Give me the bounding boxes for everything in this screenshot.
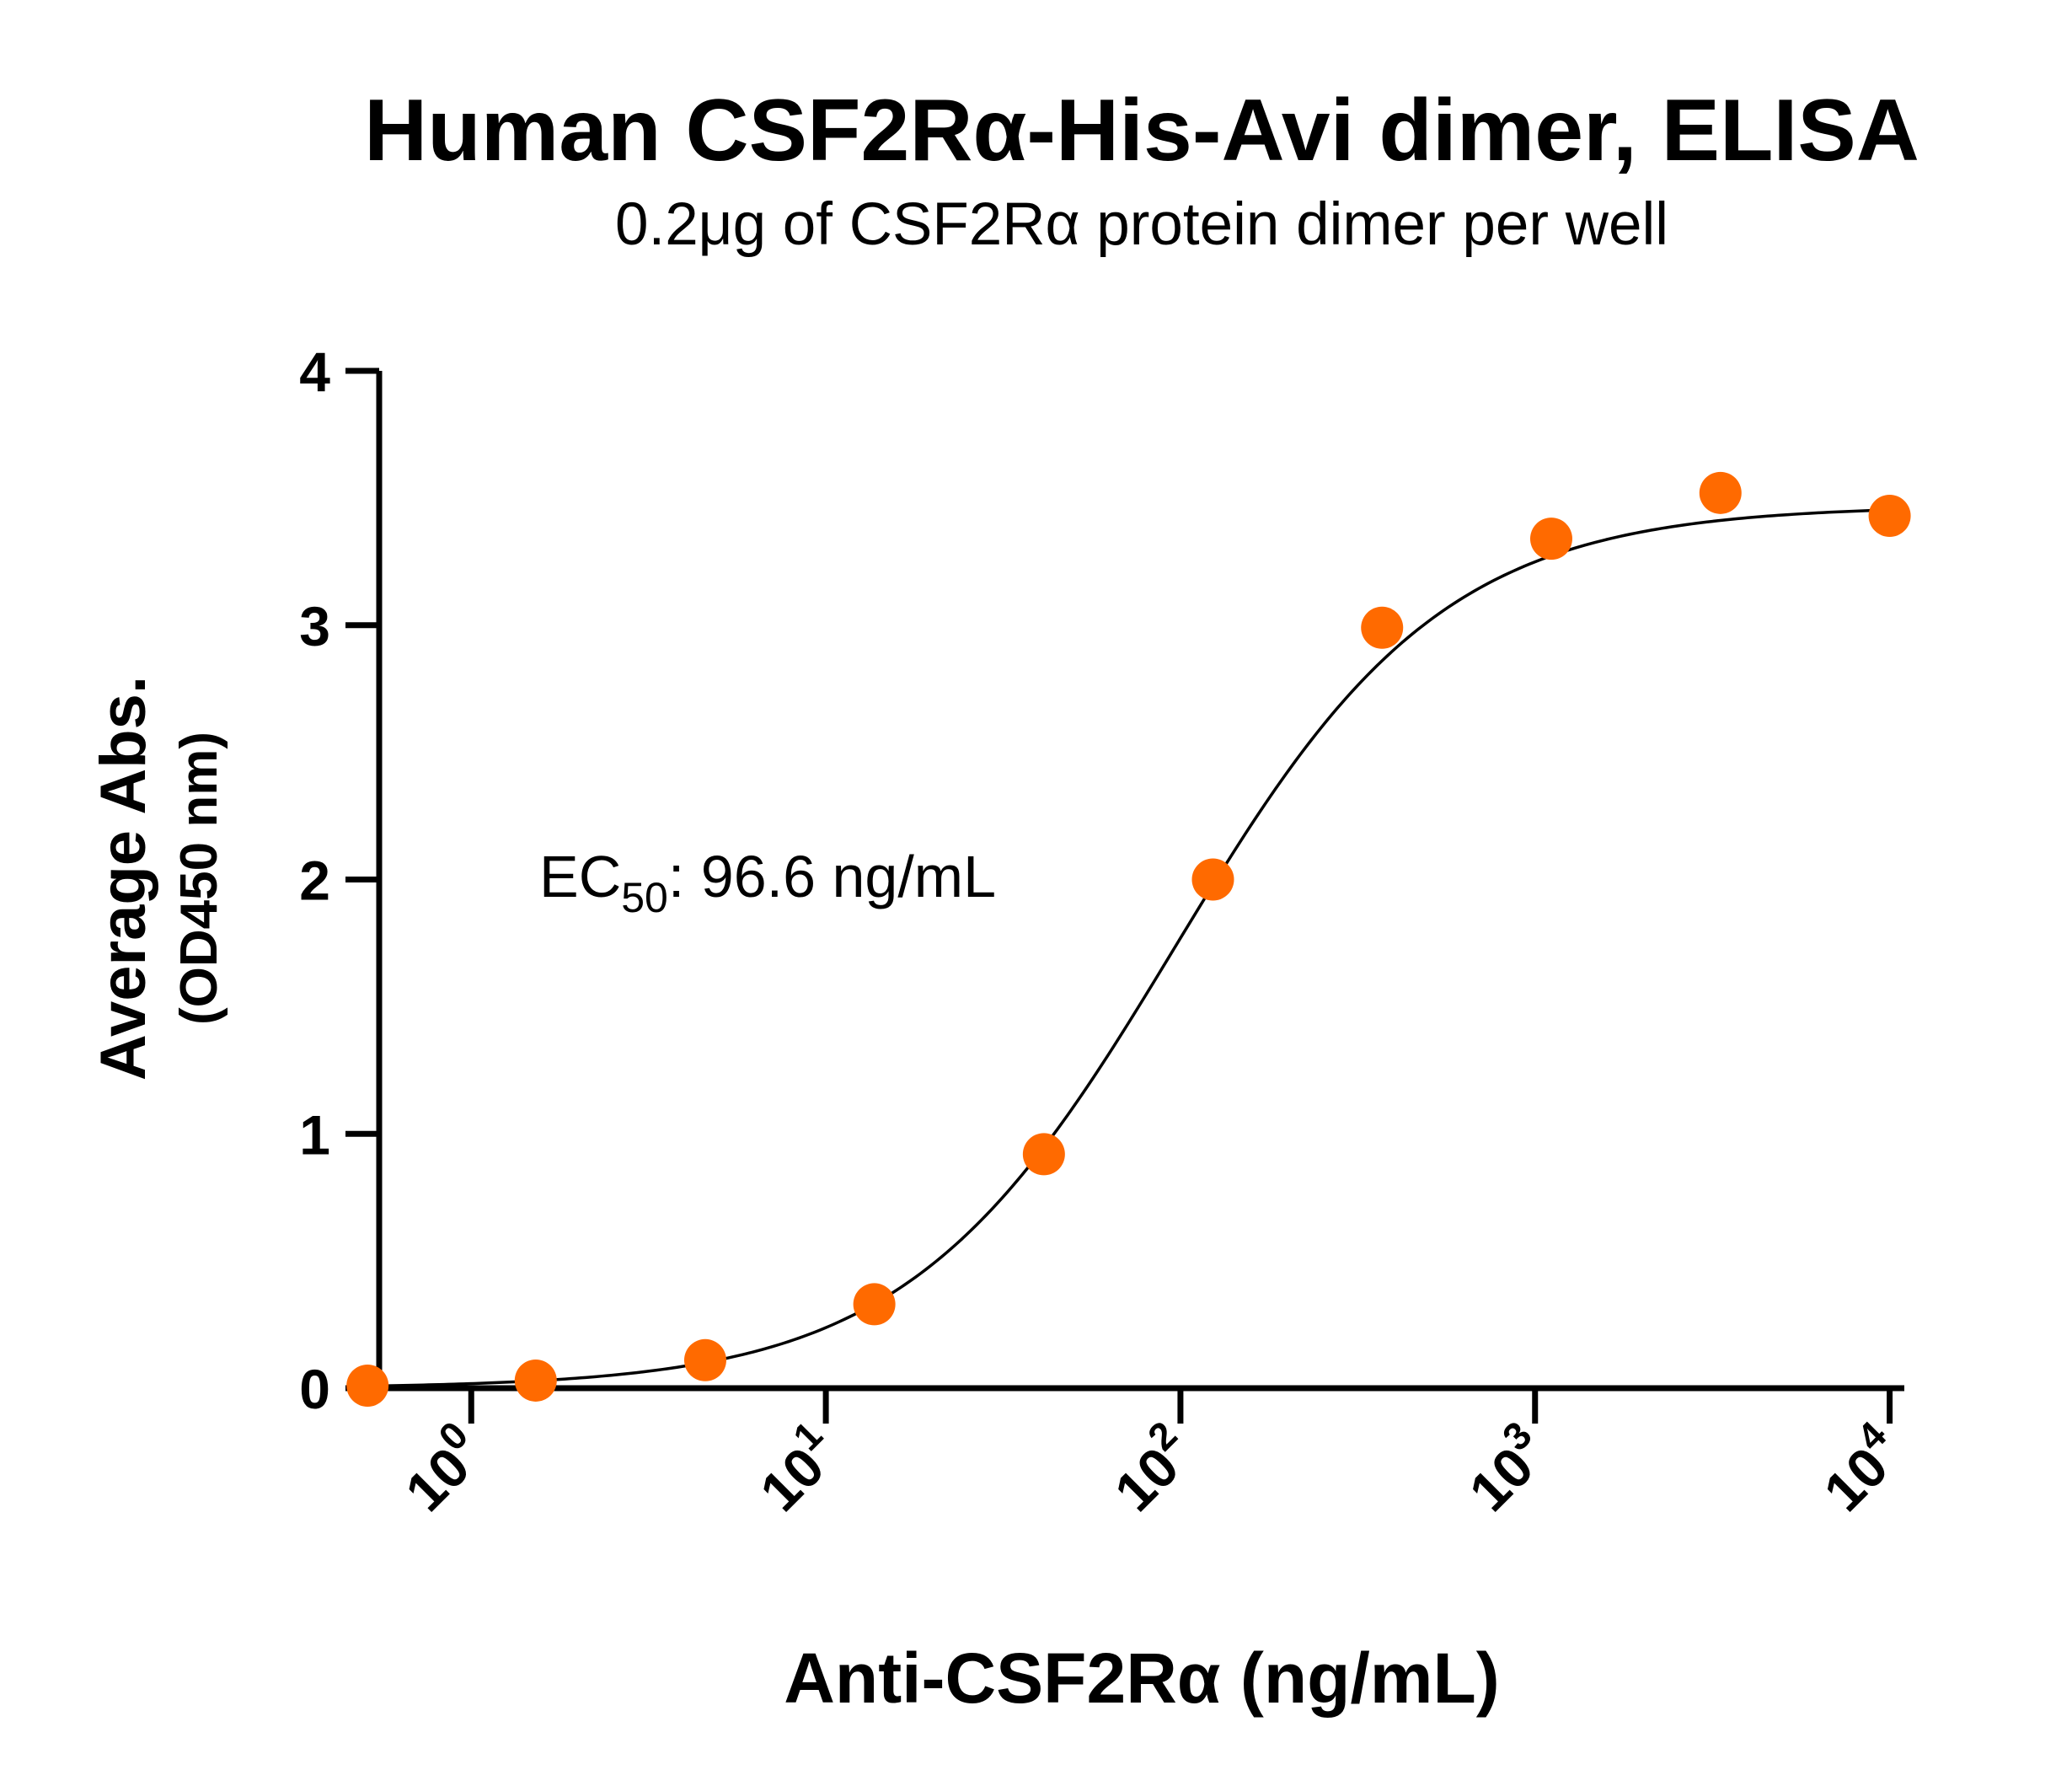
chart-subtitle: 0.2μg of CSF2Rα protein dimer per well [615,191,1668,258]
x-tick-label: 100 [386,1413,496,1523]
data-point [1868,494,1911,537]
y-tick-label: 2 [299,850,330,912]
svg-text:100: 100 [386,1413,496,1523]
data-point [853,1283,896,1326]
data-point [683,1338,726,1381]
y-axis-sublabel: (OD450 nm) [170,732,228,1025]
ec50-subscript: 50 [621,874,668,921]
y-tick-label: 1 [299,1103,330,1166]
data-point [1191,858,1234,901]
y-tick-label: 0 [299,1358,330,1420]
ec50-suffix: : 96.6 ng/mL [668,844,996,909]
y-axis-title: Average Abs. (OD450 nm) [88,676,228,1081]
fit-curve [367,508,1890,1388]
x-tick-label: 102 [1095,1413,1206,1523]
fit-layer [367,508,1890,1388]
data-point [346,1364,389,1407]
data-point [1022,1133,1065,1176]
chart-title: Human CSF2Rα-His-Avi dimer, ELISA [364,82,1919,180]
ec50-annotation: EC50: 96.6 ng/mL [539,844,996,921]
ec50-prefix: EC [539,844,621,909]
x-tick-label: 104 [1805,1413,1915,1523]
y-axis-label: Average Abs. [88,676,159,1081]
y-tick-label: 4 [299,341,330,403]
data-point [1361,606,1404,649]
y-tick-label: 3 [299,595,330,657]
x-tick-label: 101 [741,1413,851,1523]
svg-text:104: 104 [1805,1413,1915,1523]
data-point [514,1359,557,1402]
data-point [1699,471,1742,514]
x-axis-label: Anti-CSF2Rα (ng/mL) [784,1639,1500,1718]
x-tick-label: 103 [1450,1413,1561,1523]
svg-text:102: 102 [1095,1413,1206,1523]
points-layer [346,471,1911,1407]
svg-text:101: 101 [741,1413,851,1523]
data-point [1529,518,1572,560]
svg-text:103: 103 [1450,1413,1561,1523]
axes: 0 1 2 3 4 100 101 102 103 104 [299,341,1915,1523]
